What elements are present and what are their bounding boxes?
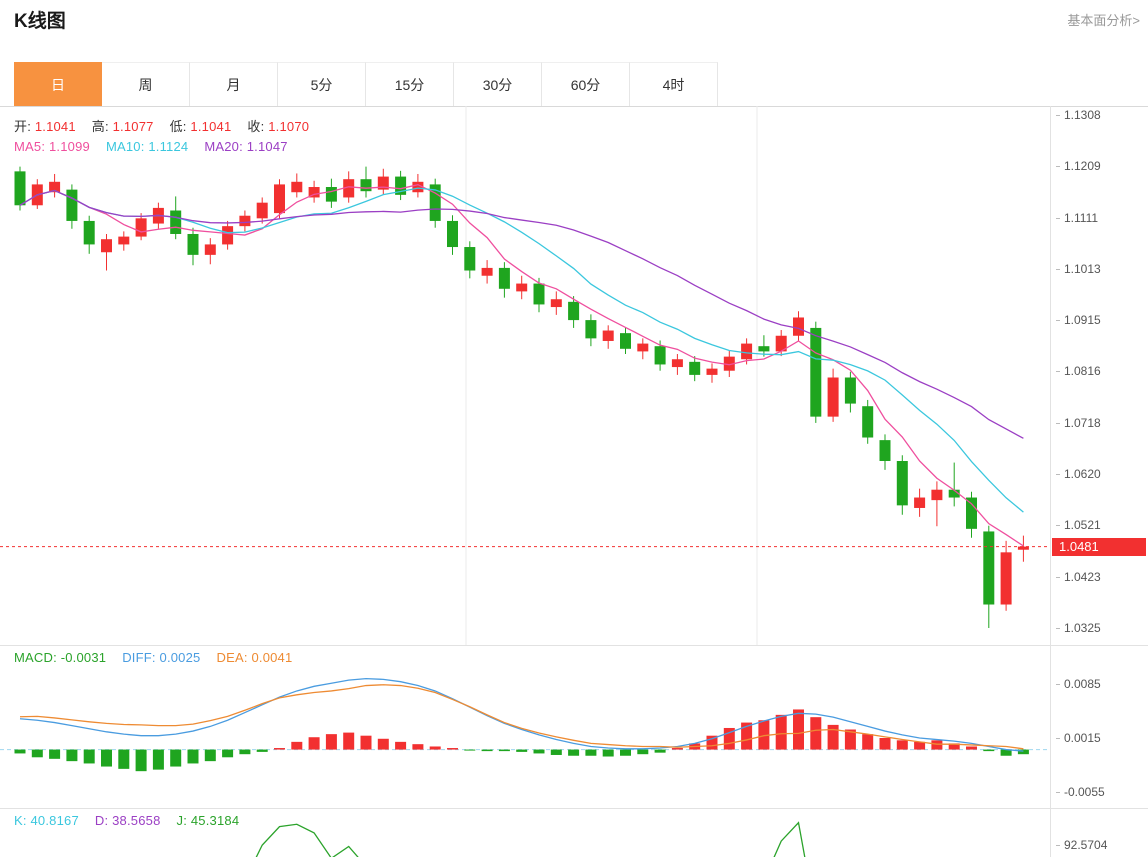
interval-tabbar: 日周月 5分 15分 30分 60分 4时 [0, 62, 1148, 107]
kline-legend-item-0: 开: 1.1041 [14, 119, 76, 134]
tab-5min[interactable]: 5分 [278, 62, 366, 106]
macd-legend-item-1: DIFF: 0.0025 [122, 650, 201, 665]
ma-legend-item-0: MA5: 1.1099 [14, 139, 90, 154]
macd-legend-item-2: DEA: 0.0041 [216, 650, 293, 665]
tab-day[interactable]: 日 [14, 62, 102, 106]
tab-month[interactable]: 月 [190, 62, 278, 106]
ma-legend-item-2: MA20: 1.1047 [204, 139, 288, 154]
axis-divider [1050, 106, 1051, 857]
panel-divider [0, 808, 1148, 809]
macd-legend: MACD: -0.0031 DIFF: 0.0025 DEA: 0.0041 [14, 650, 292, 665]
tab-15min[interactable]: 15分 [366, 62, 454, 106]
price-axis: 1.1308 1.1209 1.1111 1.1013 1.0915 1.0816 1.07… [1056, 106, 1146, 645]
kline-legend-item-1: 高: 1.1077 [91, 119, 154, 134]
fundamental-analysis-link[interactable]: 基本面分析> [1067, 13, 1140, 28]
kdj-axis: 92.5704 [1056, 838, 1146, 857]
axis-tick-label: 1.0521 [1056, 518, 1146, 532]
ma-legend-item-1: MA10: 1.1124 [105, 139, 189, 154]
axis-tick-label: 92.5704 [1056, 838, 1146, 852]
axis-tick-label: 1.1013 [1056, 262, 1146, 276]
tab-4hour[interactable]: 4时 [630, 62, 718, 106]
kline-legend-item-3: 收: 1.1070 [247, 119, 310, 134]
current-price-tag: 1.0481 [1052, 538, 1146, 556]
panel-divider [0, 645, 1148, 646]
axis-tick-label: 1.1209 [1056, 159, 1146, 173]
axis-tick-label: 1.0816 [1056, 364, 1146, 378]
candlestick-chart-canvas[interactable] [0, 106, 1050, 645]
tab-week[interactable]: 周 [102, 62, 190, 106]
axis-tick-label: 1.1308 [1056, 108, 1146, 122]
ohlc-legend: 开: 1.1041 高: 1.1077 低: 1.1041 收: 1.1070 [14, 116, 309, 135]
kdj-legend-item-0: K: 40.8167 [14, 813, 79, 828]
axis-tick-label: 1.0620 [1056, 467, 1146, 481]
ma-legend: MA5: 1.1099 MA10: 1.1124 MA20: 1.1047 [14, 139, 288, 154]
macd-axis: 0.0085 0.0015 -0.0055 [1056, 645, 1146, 808]
axis-tick-label: 1.0423 [1056, 570, 1146, 584]
kline-legend-item-2: 低: 1.1041 [169, 119, 232, 134]
macd-legend-item-0: MACD: -0.0031 [14, 650, 107, 665]
kdj-legend-item-2: J: 45.3184 [176, 813, 240, 828]
axis-tick-label: 1.1111 [1056, 211, 1146, 225]
kdj-legend: K: 40.8167 D: 38.5658 J: 45.3184 [14, 813, 239, 828]
axis-tick-label: 1.0915 [1056, 313, 1146, 327]
macd-panel-canvas[interactable] [0, 645, 1050, 808]
axis-tick-label: 1.0718 [1056, 416, 1146, 430]
axis-tick-label: 0.0015 [1056, 731, 1146, 745]
tab-60min[interactable]: 60分 [542, 62, 630, 106]
kdj-legend-item-1: D: 38.5658 [94, 813, 161, 828]
tab-30min[interactable]: 30分 [454, 62, 542, 106]
axis-tick-label: 0.0085 [1056, 677, 1146, 691]
page-title: K线图 [14, 11, 66, 32]
axis-tick-label: -0.0055 [1056, 785, 1146, 799]
axis-tick-label: 1.0325 [1056, 621, 1146, 635]
